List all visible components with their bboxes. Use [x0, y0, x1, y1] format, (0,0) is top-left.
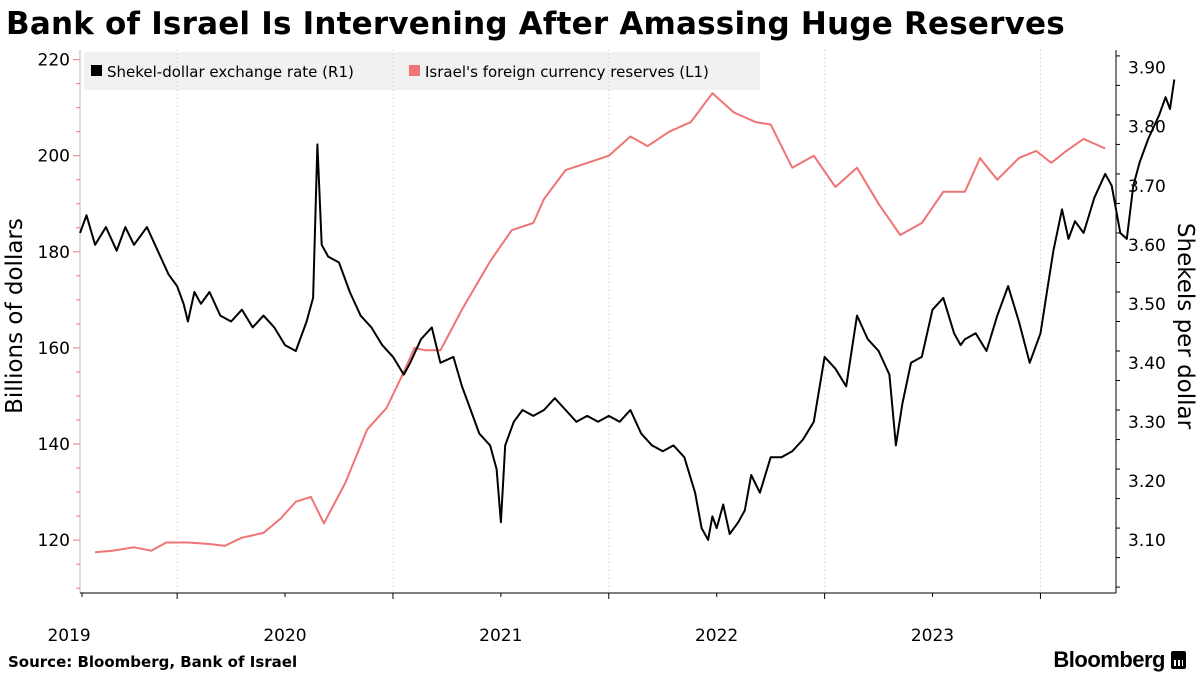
left-tick-label-220: 220 [38, 51, 70, 71]
right-tick-label-3.80: 3.80 [1128, 118, 1166, 138]
source-note: Source: Bloomberg, Bank of Israel [8, 653, 298, 671]
right-tick-label-3.10: 3.10 [1128, 531, 1166, 551]
chart-title: Bank of Israel Is Intervening After Amas… [6, 6, 1065, 42]
right-tick-label-3.60: 3.60 [1128, 236, 1166, 256]
vertical-gridlines [176, 50, 1041, 593]
series-line-reserves [95, 92, 1106, 554]
left-tick-label-120: 120 [38, 531, 70, 551]
x-tick-label-2022: 2022 [695, 626, 738, 646]
left-tick-label-140: 140 [38, 435, 70, 455]
left-axis-title: Billions of dollars [2, 218, 28, 414]
bloomberg-logo: Bloomberg [1053, 647, 1186, 673]
right-axis-title: Shekels per dollar [1172, 223, 1198, 430]
bloomberg-mark-icon [1171, 651, 1186, 669]
legend-label-exchange-rate: Shekel-dollar exchange rate (R1) [107, 63, 354, 81]
series-line-exchange-rate [79, 79, 1176, 541]
right-tick-label-3.20: 3.20 [1128, 472, 1166, 492]
right-tick-label-3.50: 3.50 [1128, 295, 1166, 315]
x-tick-label-2020: 2020 [263, 626, 306, 646]
left-y-axis: 120 140 160 180 200 220 [38, 51, 80, 589]
left-tick-label-160: 160 [38, 339, 70, 359]
right-tick-label-3.90: 3.90 [1128, 59, 1166, 79]
left-tick-label-200: 200 [38, 147, 70, 167]
x-tick-label-2019: 2019 [47, 626, 90, 646]
right-tick-label-3.30: 3.30 [1128, 413, 1166, 433]
right-y-axis: 3.10 3.20 3.30 3.40 3.50 3.60 3.70 3.80 3.90 [1116, 55, 1166, 588]
x-axis: 2019 2020 2021 2022 2023 [47, 593, 1041, 646]
right-tick-label-3.70: 3.70 [1128, 177, 1166, 197]
legend-swatch-exchange-rate [91, 65, 102, 76]
x-tick-label-2021: 2021 [479, 626, 522, 646]
left-tick-label-180: 180 [38, 243, 70, 263]
right-tick-label-3.40: 3.40 [1128, 354, 1166, 374]
legend-box [84, 52, 760, 90]
legend-label-reserves: Israel's foreign currency reserves (L1) [425, 63, 709, 81]
x-tick-label-2023: 2023 [911, 626, 954, 646]
brand-wordmark: Bloomberg [1053, 647, 1165, 672]
legend-swatch-reserves [409, 65, 420, 76]
